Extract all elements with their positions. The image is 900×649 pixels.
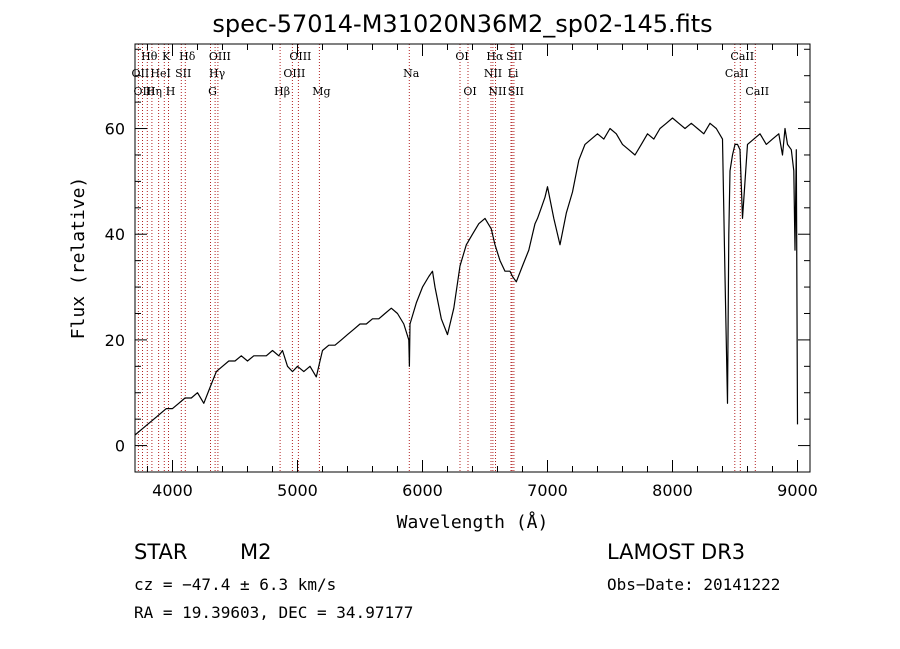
x-tick-label: 8000 [652, 481, 693, 500]
spectral-line-label: Hα [486, 50, 504, 63]
flux-series-line [134, 117, 799, 436]
spectral-line-label: Li [508, 67, 519, 80]
object-class: STAR [134, 540, 188, 564]
observation-date: Obs−Date: 20141222 [607, 575, 781, 594]
spectral-line-label: Hη [146, 85, 162, 98]
spectral-line-label: Mg [312, 85, 330, 98]
x-tick-label: 7000 [527, 481, 568, 500]
spectral-line-label: Hθ [141, 50, 158, 63]
x-tick-label: 4000 [152, 481, 193, 500]
spectral-line-label: NII [484, 67, 502, 80]
y-tick-label: 0 [115, 437, 125, 456]
spectral-line-label: SII [175, 67, 191, 80]
spectral-line-label: Na [403, 67, 420, 80]
y-tick-label: 20 [105, 331, 125, 350]
spectral-line-label: OI [455, 50, 468, 63]
spectral-line-label: G [208, 85, 217, 98]
spectral-line-label: SII [506, 50, 522, 63]
spectral-line-label: OIII [209, 50, 231, 63]
y-axis-label: Flux (relative) [68, 177, 89, 340]
spectral-line-label: HeI [150, 67, 170, 80]
spectral-line-label: CaII [730, 50, 754, 63]
y-tick-label: 40 [105, 225, 125, 244]
spectral-line-label: OII [132, 67, 150, 80]
spectral-line-label: Hδ [179, 50, 196, 63]
spectral-line-label: Hγ [209, 67, 226, 80]
spectral-line-label: OIII [289, 50, 311, 63]
spectral-line-label: NII [488, 85, 506, 98]
spectral-line-label: Hβ [274, 85, 290, 98]
chart-title: spec-57014-M31020N36M2_sp02-145.fits [212, 10, 712, 38]
coordinates: RA = 19.39603, DEC = 34.97177 [134, 603, 414, 622]
y-tick-label: 60 [105, 120, 125, 139]
plot-frame [134, 43, 811, 473]
x-tick-label: 6000 [402, 481, 443, 500]
spectral-line-label: SII [508, 85, 524, 98]
x-tick-label: 9000 [777, 481, 818, 500]
spectral-line-label: CaII [725, 67, 749, 80]
spectral-line-label: OIII [133, 85, 155, 98]
survey-name: LAMOST DR3 [607, 540, 746, 564]
x-tick-label: 5000 [277, 481, 318, 500]
x-axis-label: Wavelength (Å) [397, 511, 549, 533]
object-subclass: M2 [240, 540, 272, 564]
spectral-line-label: CaII [745, 85, 769, 98]
spectral-line-label: OI [463, 85, 476, 98]
spectral-line-label: OIII [283, 67, 305, 80]
redshift-cz: cz = −47.4 ± 6.3 km/s [134, 575, 337, 594]
spectral-line-label: K [162, 50, 171, 63]
spectral-line-label: H [166, 85, 176, 98]
